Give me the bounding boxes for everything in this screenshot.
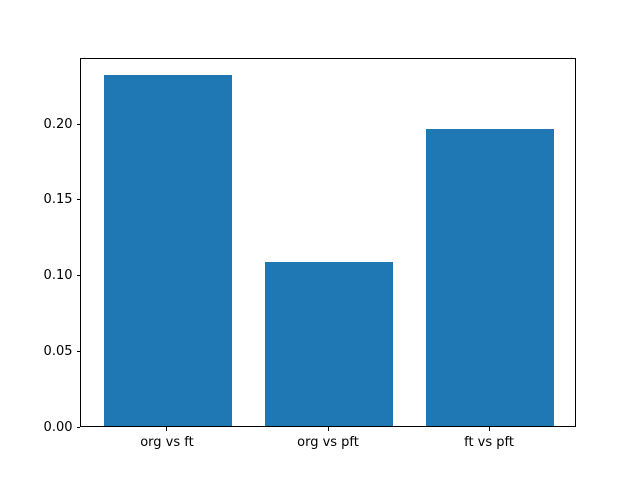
x-tick-label: ft vs pft (464, 434, 514, 450)
y-tick-label: 0.10 (43, 268, 73, 284)
y-tick-label: 0.00 (43, 419, 73, 435)
y-tick-mark (76, 275, 80, 277)
x-tick-label: org vs pft (297, 434, 359, 450)
plot-area (80, 58, 576, 427)
y-tick-mark (76, 199, 80, 201)
y-tick-mark (76, 350, 80, 352)
x-tick-mark (488, 427, 490, 431)
x-tick-mark (327, 427, 329, 431)
bar-ft-vs-pft (425, 129, 555, 426)
bar-org-vs-pft (264, 262, 394, 426)
y-tick-mark (76, 123, 80, 125)
x-tick-label: org vs ft (140, 434, 194, 450)
y-tick-label: 0.15 (43, 192, 73, 208)
y-tick-label: 0.05 (43, 343, 73, 359)
y-tick-label: 0.20 (43, 116, 73, 132)
x-tick-mark (166, 427, 168, 431)
y-tick-mark (76, 426, 80, 428)
bar-org-vs-ft (103, 74, 233, 426)
